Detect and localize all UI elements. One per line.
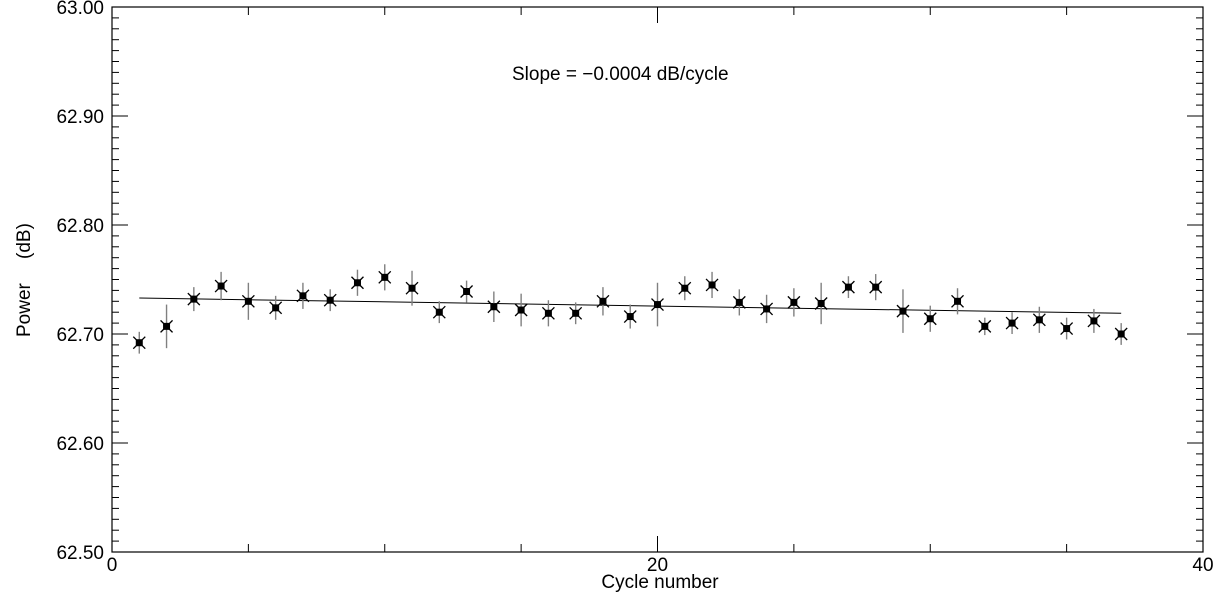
data-point [787, 295, 801, 309]
data-point-square [353, 279, 361, 287]
data-point [132, 336, 146, 350]
data-point [705, 278, 719, 292]
data-point-square [190, 295, 198, 303]
data-point [269, 301, 283, 315]
data-point [1114, 327, 1128, 341]
data-point [296, 289, 310, 303]
data-point [814, 297, 828, 310]
x-tick-label: 40 [1192, 555, 1213, 576]
data-point [841, 280, 855, 294]
data-point [596, 294, 610, 308]
data-point [487, 300, 501, 314]
data-point [405, 281, 419, 295]
error-bars [138, 264, 1122, 354]
data-point [896, 304, 910, 318]
data-point-square [926, 315, 934, 323]
data-point-square [408, 284, 416, 292]
data-point-square [435, 308, 443, 316]
data-point-square [844, 283, 852, 291]
y-tick-label: 62.60 [56, 434, 104, 455]
data-point [1060, 322, 1074, 336]
data-point-square [708, 281, 716, 289]
y-tick-label: 62.70 [56, 325, 104, 346]
data-point-square [326, 296, 334, 304]
data-point-square [981, 322, 989, 330]
data-point [1032, 313, 1046, 327]
data-point-square [135, 339, 143, 347]
data-point-square [544, 309, 552, 317]
data-point [187, 292, 201, 306]
data-point-square [899, 307, 907, 315]
data-point [732, 295, 746, 309]
data-point [432, 305, 446, 319]
y-tick-label: 62.80 [56, 216, 104, 237]
y-tick-label: 62.50 [56, 543, 104, 564]
y-axis-title-unit: (dB) [14, 223, 35, 259]
data-point-square [626, 313, 634, 321]
data-point-square [681, 284, 689, 292]
data-point-square [490, 303, 498, 311]
data-point [1005, 316, 1019, 330]
data-point [351, 276, 364, 290]
data-point-square [817, 299, 825, 307]
data-point [378, 270, 392, 284]
data-point-square [163, 322, 171, 330]
data-point-square [1117, 330, 1125, 338]
data-point [651, 298, 664, 312]
data-point-square [517, 306, 525, 314]
data-point-square [299, 292, 307, 300]
data-point [760, 302, 774, 316]
data-point-square [1035, 316, 1043, 324]
data-point [241, 294, 255, 308]
data-point-square [1008, 319, 1016, 327]
data-point-square [654, 301, 661, 309]
x-tick-label: 20 [647, 555, 668, 576]
data-point [569, 306, 583, 320]
x-tick-label: 0 [107, 555, 118, 576]
data-point-square [1090, 317, 1098, 325]
data-point-square [599, 297, 607, 305]
y-tick-label: 63.00 [56, 0, 104, 19]
y-tick-labels: 62.50 62.60 62.70 62.80 62.90 63.00 [56, 0, 104, 564]
data-point [460, 285, 474, 298]
data-point [623, 310, 637, 324]
data-point [923, 312, 937, 326]
data-point-square [217, 282, 225, 290]
data-markers [132, 270, 1128, 350]
y-axis-title-group: Power (dB) [14, 223, 35, 337]
data-point-square [1063, 325, 1071, 333]
x-axis-title: Cycle number [601, 572, 719, 593]
data-point-square [244, 297, 252, 305]
data-point [869, 280, 883, 294]
data-point [160, 319, 174, 333]
data-point [541, 306, 555, 320]
data-point-square [381, 273, 389, 281]
data-point [678, 281, 692, 295]
data-point [514, 303, 528, 317]
data-point [214, 279, 228, 293]
data-point-square [272, 304, 280, 312]
y-axis-title-power: Power [14, 282, 35, 337]
x-tick-labels: 0 20 40 [107, 555, 1214, 576]
data-point [978, 319, 992, 333]
data-point-square [790, 298, 798, 306]
data-point-square [463, 287, 471, 295]
data-point-square [763, 305, 771, 313]
data-point [1087, 314, 1101, 328]
data-point-square [872, 283, 880, 291]
data-point [323, 293, 337, 307]
data-point-square [954, 297, 962, 305]
slope-annotation: Slope = −0.0004 dB/cycle [512, 64, 729, 85]
plot-frame [111, 6, 1204, 553]
y-tick-label: 62.90 [56, 107, 104, 128]
data-point-square [572, 309, 580, 317]
data-point-square [735, 298, 743, 306]
data-point [951, 294, 964, 308]
axis-ticks [111, 6, 1204, 553]
